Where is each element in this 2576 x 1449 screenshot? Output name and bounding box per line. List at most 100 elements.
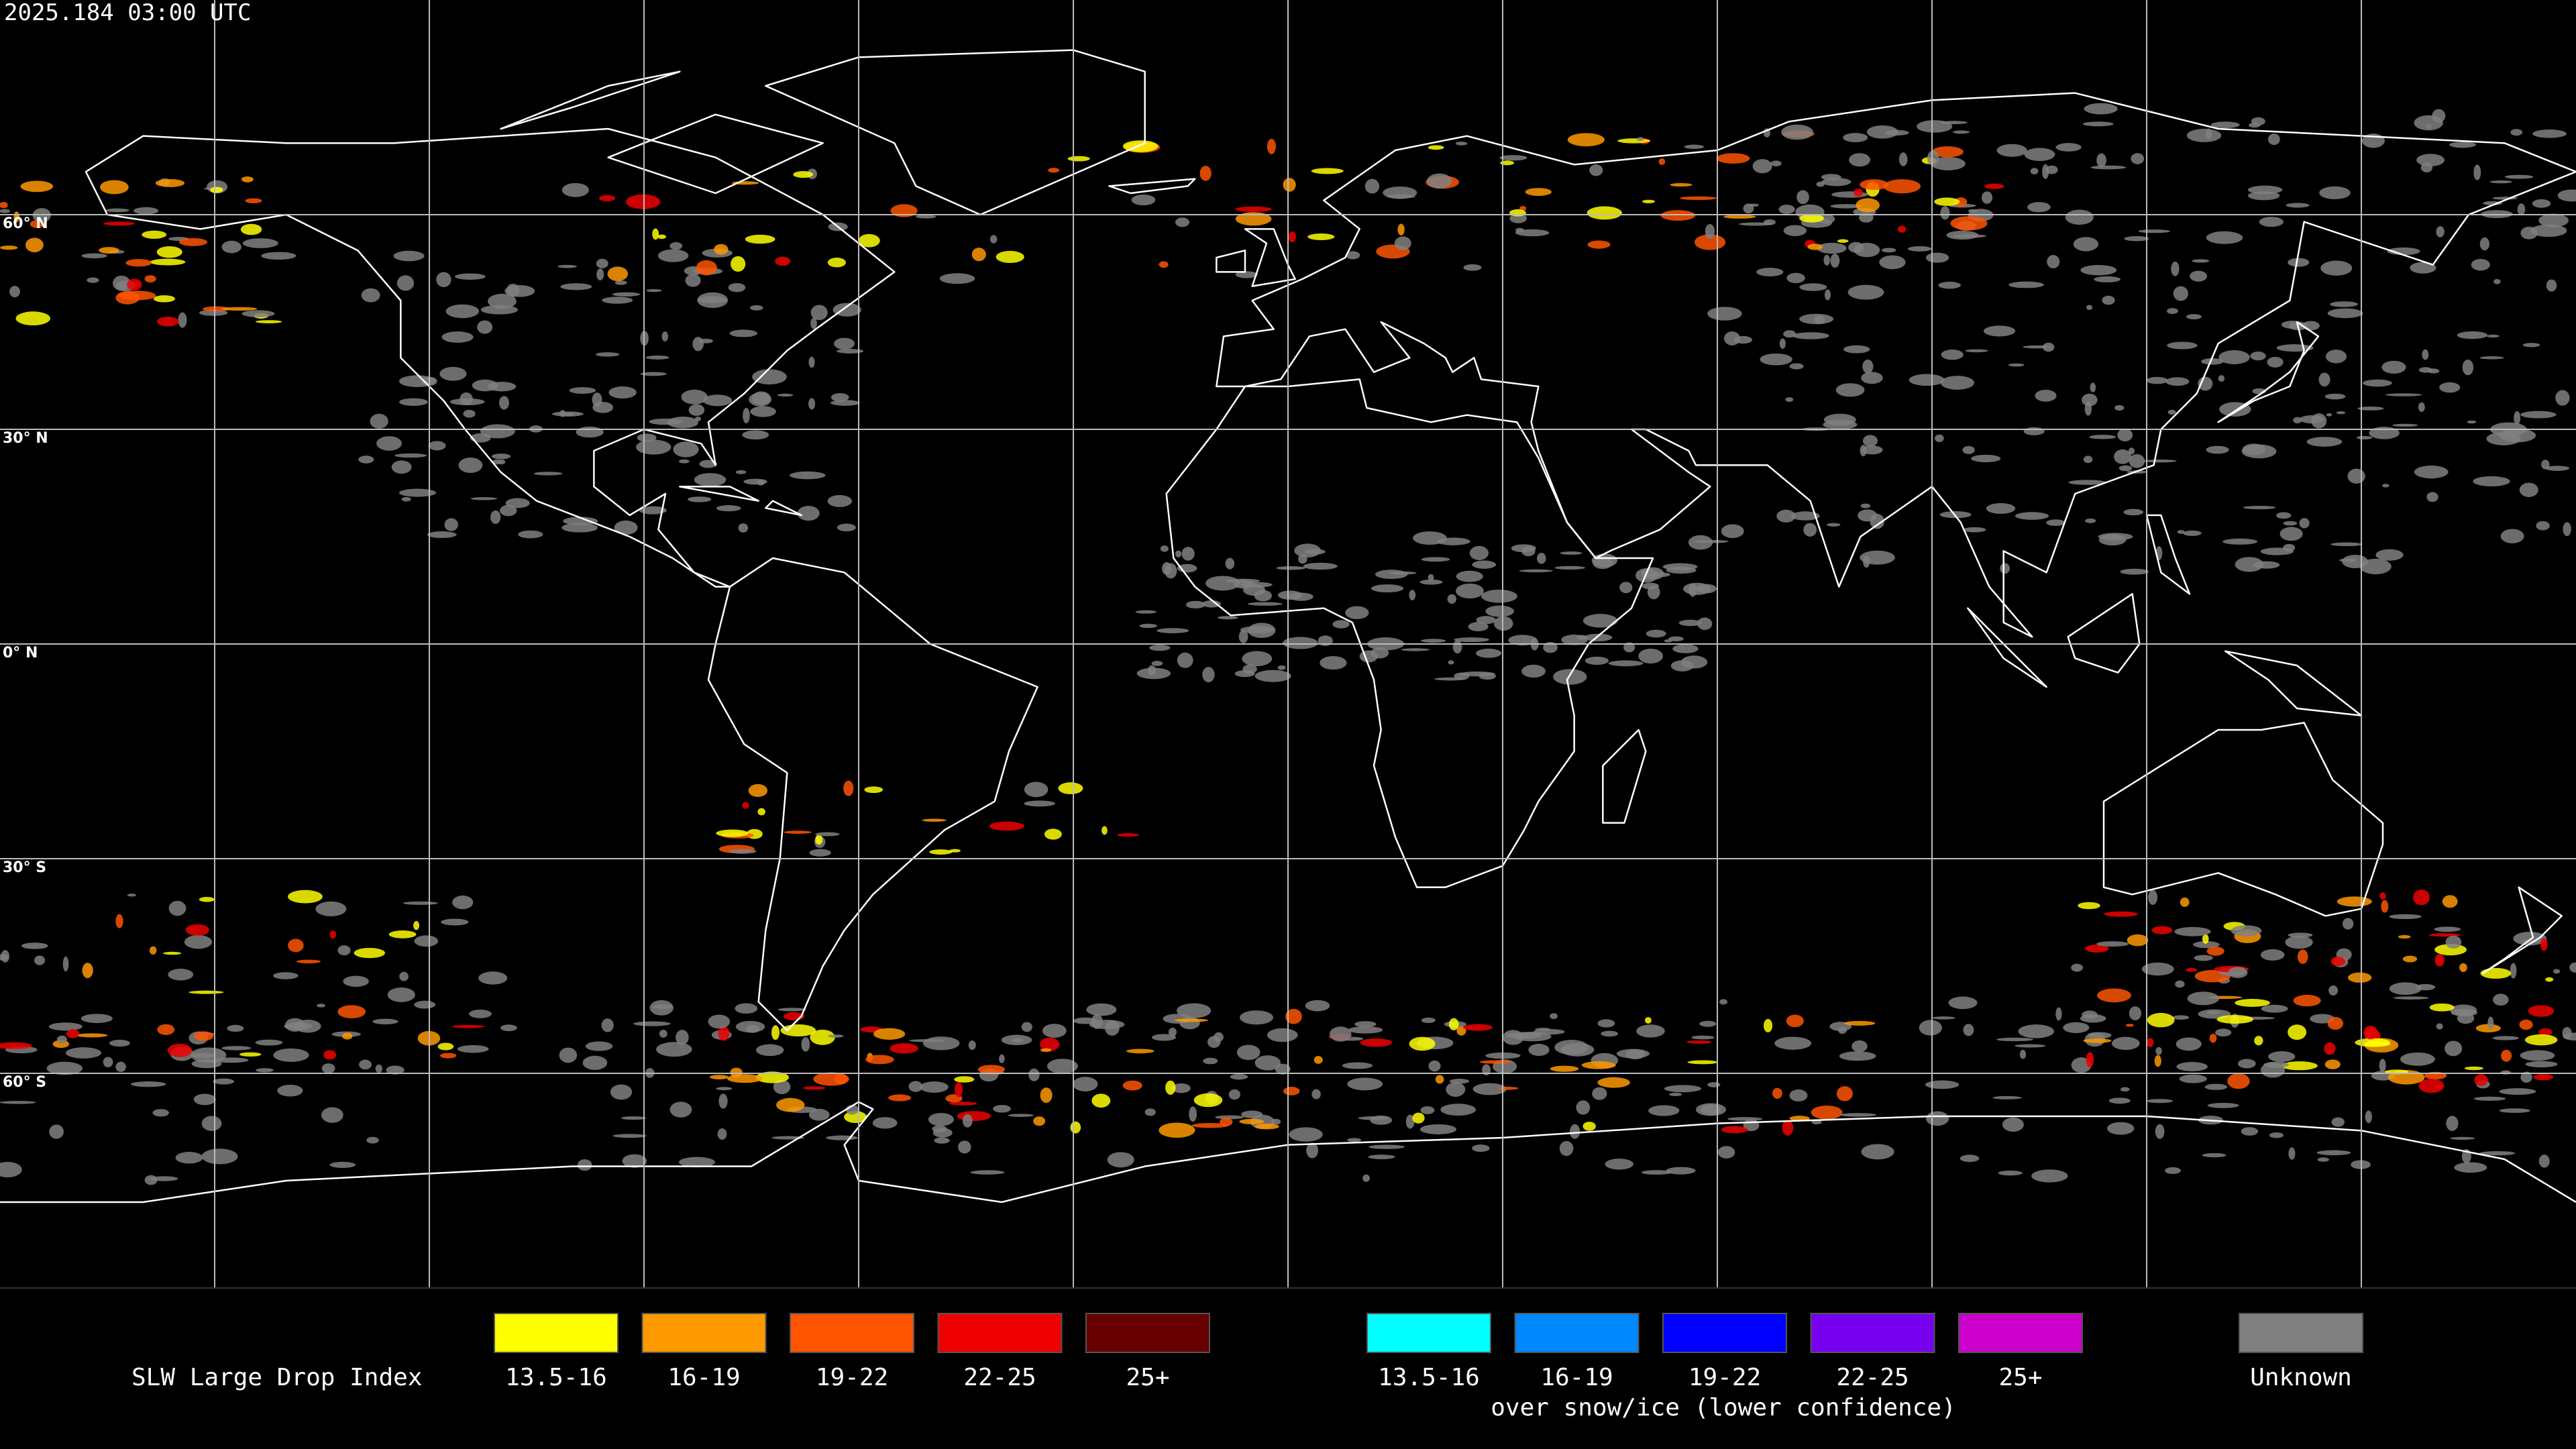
cloud-patch: [1638, 648, 1664, 664]
cloud-patch: [1159, 1122, 1195, 1138]
cloud-patch: [2131, 153, 2145, 164]
cloud-patch: [1525, 188, 1552, 197]
cloud-patch: [2045, 165, 2058, 174]
cloud-patch: [387, 987, 415, 1002]
cloud-patch: [227, 1024, 244, 1032]
cloud-patch: [731, 256, 746, 272]
cloud-patch: [563, 517, 598, 526]
cloud-patch: [954, 1076, 975, 1083]
cloud-patch: [1851, 1040, 1868, 1053]
latitude-label: 0° N: [3, 645, 38, 661]
cloud-patch: [1172, 1083, 1191, 1093]
cloud-patch: [399, 971, 409, 981]
cloud-patch: [1387, 194, 1415, 199]
cloud-patch: [1688, 535, 1713, 550]
cloud-patch: [487, 382, 517, 392]
cloud-patch: [1371, 584, 1404, 593]
cloud-patch: [1235, 206, 1272, 212]
cloud-patch: [1756, 268, 1784, 276]
cloud-patch: [1508, 635, 1538, 646]
cloud-patch: [1642, 199, 1655, 203]
cloud-patch: [25, 237, 44, 253]
cloud-patch: [1898, 152, 1908, 166]
cloud-patch: [2083, 455, 2093, 464]
legend-swatch: [494, 1313, 619, 1353]
cloud-patch: [2297, 949, 2308, 964]
cloud-patch: [1591, 553, 1618, 568]
cloud-patch: [2117, 428, 2133, 442]
legend-swatch: [1085, 1313, 1210, 1353]
cloud-patch: [826, 1135, 858, 1140]
cloud-patch: [153, 295, 176, 303]
cloud-patch: [2138, 229, 2170, 233]
cloud-patch: [602, 297, 633, 304]
cloud-patch: [439, 1053, 457, 1059]
cloud-patch: [1597, 1019, 1615, 1028]
cloud-patch: [294, 1020, 321, 1033]
cloud-patch: [1839, 1051, 1876, 1061]
legend-label: 22-25: [1836, 1364, 1909, 1391]
cloud-patch: [2317, 1157, 2330, 1162]
cloud-patch: [1126, 1049, 1155, 1054]
cloud-patch: [657, 249, 689, 262]
cloud-patch: [1151, 661, 1163, 666]
cloud-patch: [2519, 482, 2538, 497]
cloud-patch: [676, 1030, 689, 1045]
cloud-patch: [645, 355, 669, 360]
cloud-patch: [533, 472, 563, 476]
cloud-patch: [0, 1161, 22, 1178]
cloud-patch: [1230, 1073, 1248, 1080]
cloud-patch: [596, 268, 604, 281]
latitude-label: 60° N: [3, 215, 48, 232]
cloud-patch: [2124, 236, 2149, 241]
cloud-patch: [2218, 350, 2250, 364]
cloud-patch: [1592, 1087, 1607, 1100]
cloud-patch: [729, 849, 757, 854]
cloud-patch: [62, 956, 69, 972]
cloud-patch: [2442, 895, 2458, 908]
cloud-patch: [56, 1035, 67, 1044]
cloud-patch: [2063, 1022, 2090, 1033]
cloud-patch: [1412, 1112, 1425, 1124]
cloud-patch: [287, 890, 323, 904]
cloud-patch: [221, 240, 241, 254]
cloud-patch: [221, 307, 258, 311]
cloud-patch: [735, 1003, 758, 1014]
cloud-patch: [80, 1014, 113, 1024]
cloud-patch: [1764, 1018, 1773, 1032]
cloud-patch: [2328, 985, 2339, 996]
cloud-patch: [480, 424, 515, 439]
cloud-patch: [958, 1140, 971, 1154]
cloud-patch: [1996, 144, 2027, 157]
cloud-patch: [2143, 460, 2177, 463]
cloud-patch: [2500, 429, 2536, 443]
cloud-patch: [661, 331, 669, 342]
cloud-patch: [457, 1044, 489, 1053]
cloud-patch: [1862, 435, 1878, 447]
cloud-patch: [2283, 521, 2298, 526]
cloud-patch: [2553, 969, 2561, 974]
cloud-patch: [1448, 660, 1454, 665]
cloud-patch: [2187, 991, 2220, 1006]
cloud-patch: [444, 518, 458, 531]
cloud-patch: [210, 186, 223, 193]
legend-label: 22-25: [963, 1364, 1036, 1391]
cloud-patch: [2165, 1167, 2181, 1175]
cloud-patch: [398, 488, 437, 497]
cloud-patch: [1368, 1155, 1395, 1160]
cloud-patch: [596, 258, 608, 268]
cloud-patch: [2192, 259, 2210, 263]
cloud-patch: [2413, 889, 2430, 906]
cloud-patch: [1371, 647, 1389, 659]
cloud-patch: [2445, 1040, 2463, 1057]
cloud-patch: [2094, 276, 2121, 282]
cloud-patch: [2414, 465, 2449, 479]
cloud-patch: [1329, 1026, 1352, 1042]
cloud-patch: [621, 1116, 647, 1120]
legend-swatch: [2239, 1313, 2363, 1353]
cloud-patch: [2336, 411, 2346, 415]
cloud-patch: [1454, 637, 1489, 643]
cloud-patch: [1177, 652, 1193, 668]
cloud-patch: [2046, 519, 2065, 527]
cloud-patch: [2418, 1078, 2445, 1093]
